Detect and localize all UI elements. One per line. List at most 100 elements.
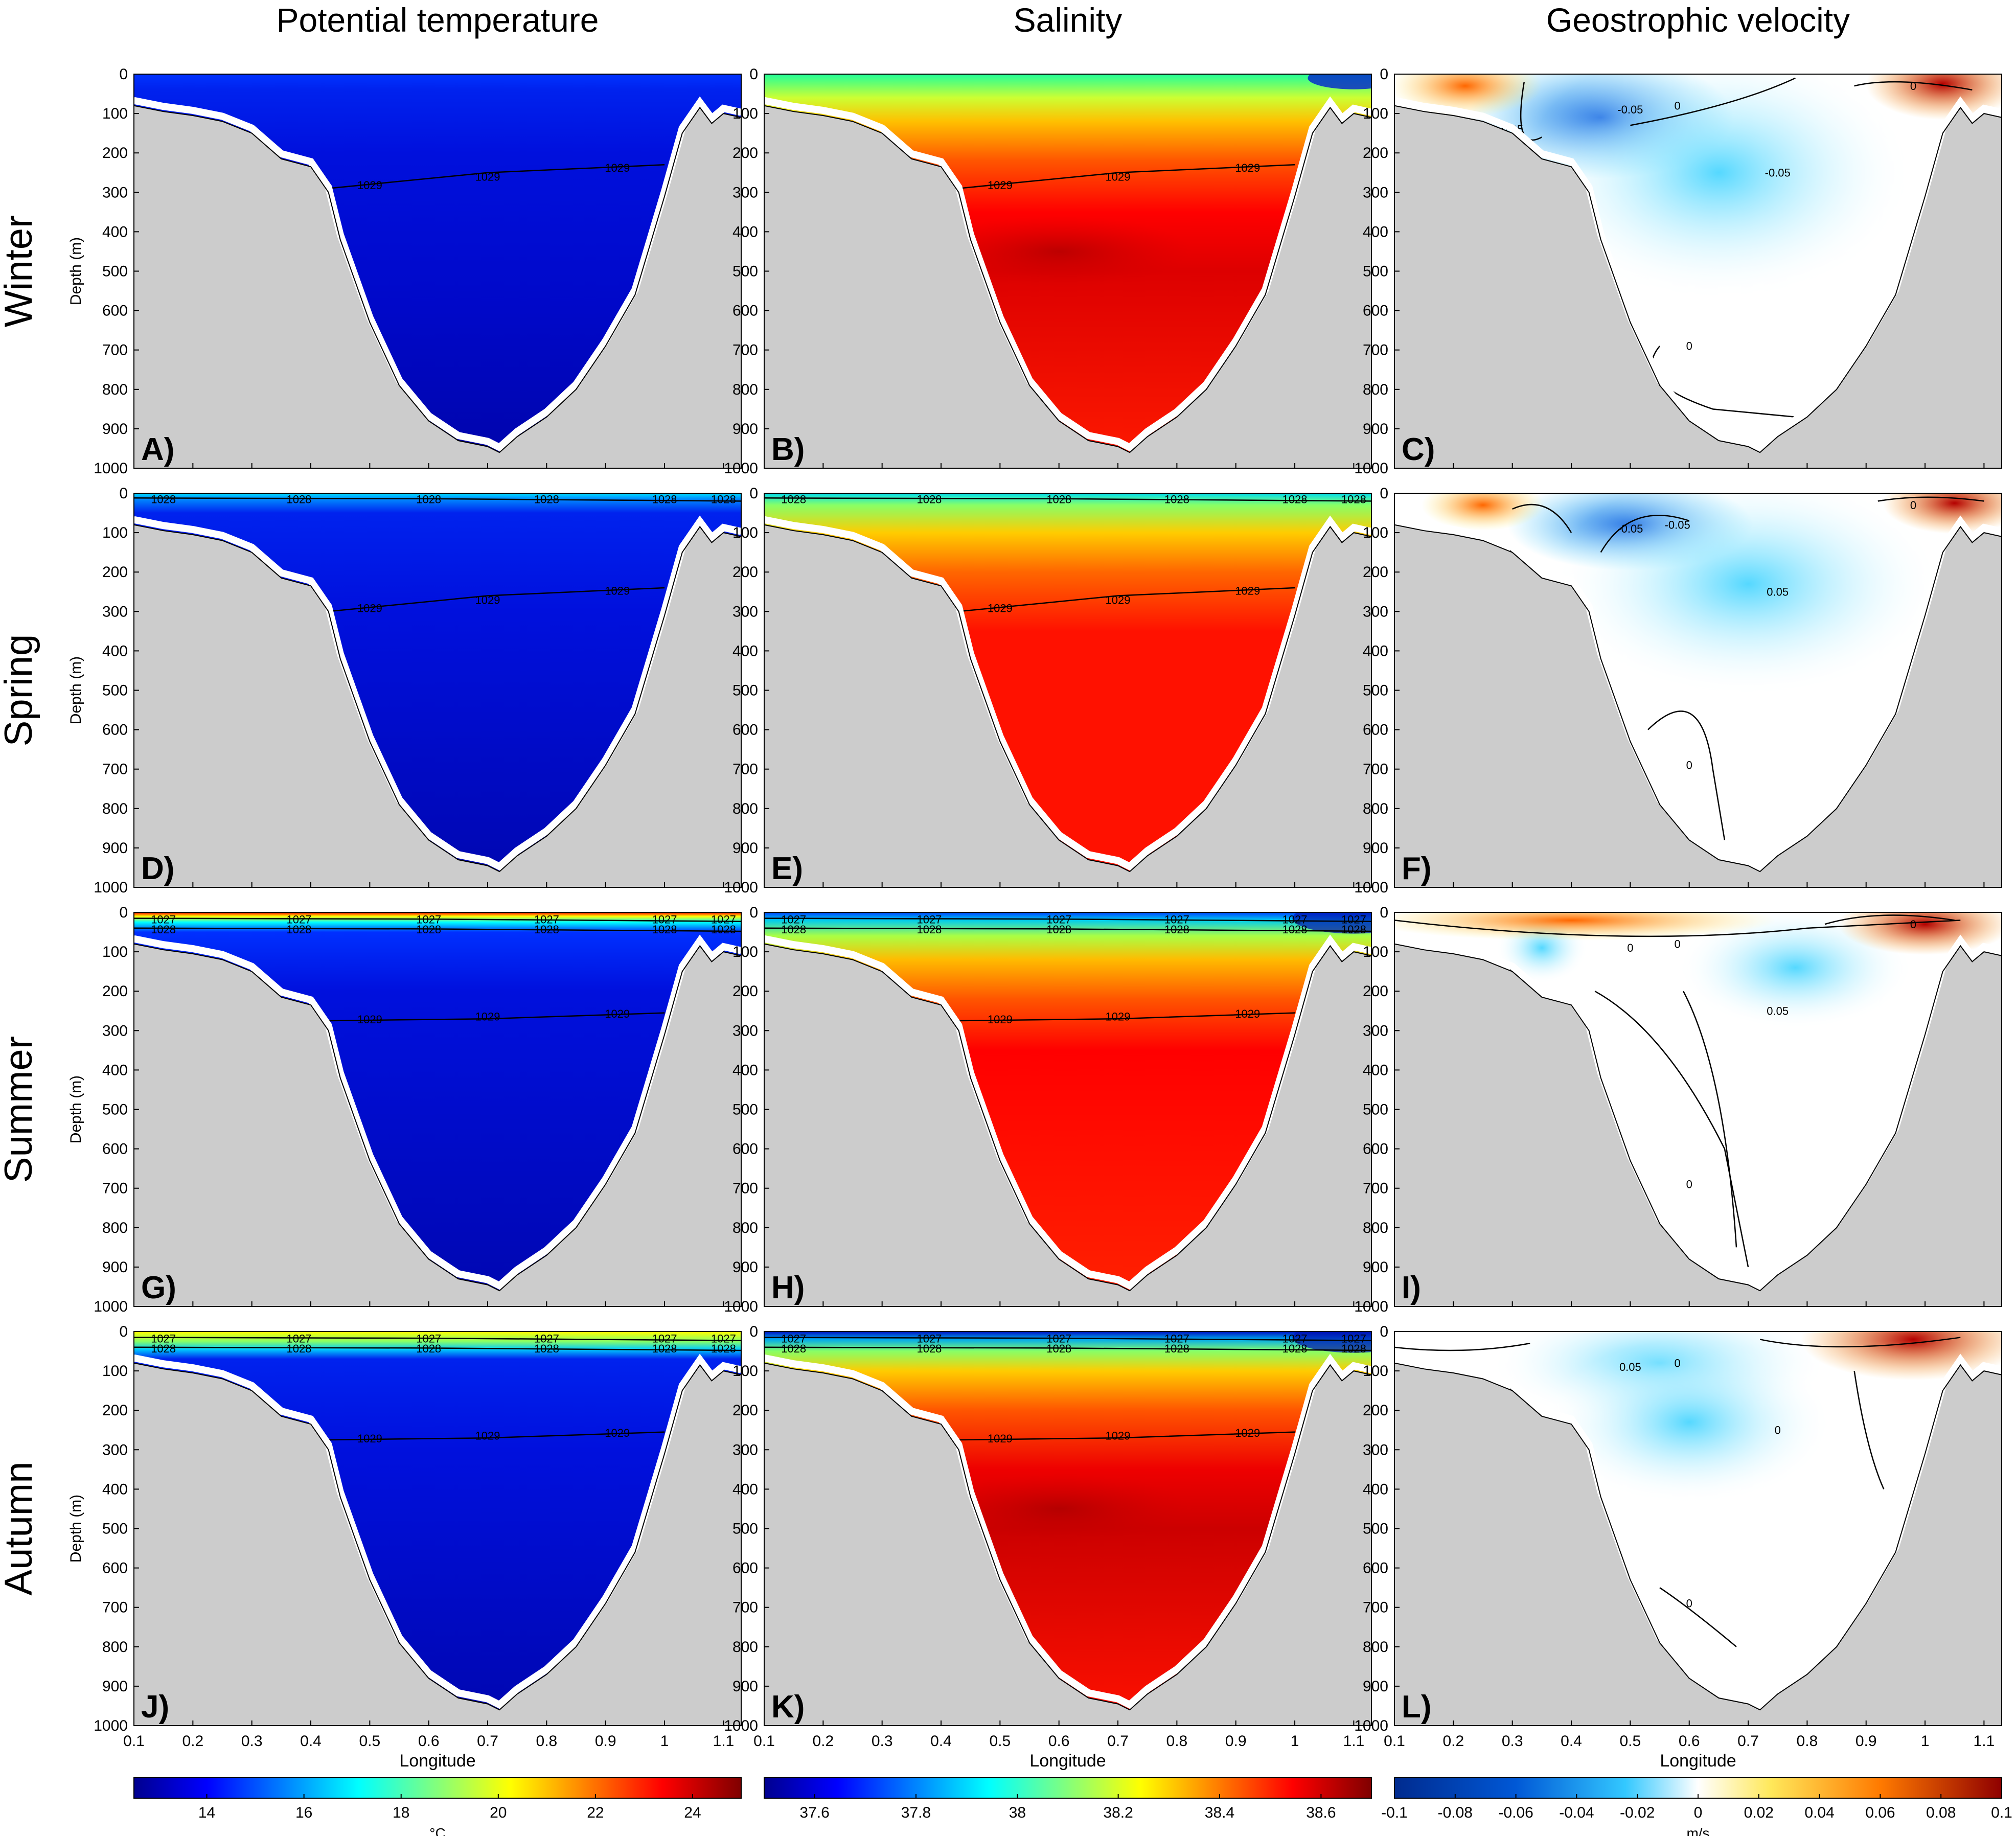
- colorbar-tick-label: 0.1: [1991, 1804, 2012, 1821]
- contour-label: 0: [1910, 918, 1916, 931]
- y-tick-label: 300: [732, 603, 758, 620]
- contour-label: 1029: [475, 593, 500, 606]
- colorbar-tick-label: 18: [393, 1804, 409, 1821]
- y-tick-label: 300: [1363, 184, 1388, 201]
- y-tick-label: 1000: [724, 879, 758, 896]
- x-axis-label: Longitude: [1660, 1751, 1736, 1771]
- contour-label: 1028: [534, 923, 559, 936]
- y-tick-label: 400: [1363, 223, 1388, 240]
- y-tick-label: 900: [102, 1259, 128, 1276]
- y-axis-label: Depth (m): [67, 1495, 84, 1563]
- panel-spring-velocity: 0-0.05-0.050.050001002003004005006007008…: [1354, 485, 2002, 896]
- y-tick-label: 200: [102, 564, 128, 581]
- contour-label: 0: [1910, 499, 1916, 512]
- seafloor-line: [1394, 524, 2002, 873]
- y-tick-label: 600: [732, 303, 758, 319]
- contour-label: 1029: [475, 1430, 500, 1442]
- x-tick-label: 0.3: [241, 1733, 263, 1750]
- contour-label: 1029: [357, 1013, 382, 1026]
- contour-label: 0: [1686, 1178, 1692, 1191]
- density-contour-1027: [134, 917, 741, 922]
- contour-label: 1027: [711, 1333, 736, 1345]
- y-tick-label: 500: [102, 682, 128, 699]
- y-tick-label: 700: [1363, 761, 1388, 778]
- velocity-contour: [1683, 991, 1737, 1248]
- y-tick-label: 500: [1363, 682, 1388, 699]
- x-tick-label: 0.8: [1797, 1733, 1818, 1750]
- panel-letter: J): [141, 1689, 169, 1725]
- y-tick-label: 300: [1363, 1022, 1388, 1039]
- seafloor-line: [134, 105, 741, 453]
- contour-label: 1027: [534, 1333, 559, 1345]
- column-title: Salinity: [1014, 1, 1122, 39]
- y-tick-label: 400: [102, 642, 128, 659]
- panel-letter: B): [771, 432, 805, 467]
- contour-label: 1029: [357, 602, 382, 615]
- y-tick-label: 300: [1363, 1441, 1388, 1458]
- contour-label: 1028: [151, 1342, 176, 1355]
- y-tick-label: 1000: [724, 460, 758, 477]
- x-tick-label: 1.1: [713, 1733, 735, 1750]
- colorbar-tick-label: 0.06: [1865, 1804, 1895, 1821]
- contour-label: 1027: [151, 1333, 176, 1345]
- contour-label: 0: [1686, 340, 1692, 353]
- contour-label: 1028: [286, 493, 311, 506]
- y-tick-label: 800: [102, 1220, 128, 1236]
- velocity-contour: [1854, 81, 1973, 91]
- column-title: Potential temperature: [276, 1, 599, 39]
- contour-label: 1029: [1235, 162, 1260, 174]
- y-tick-label: 0: [1380, 1323, 1388, 1340]
- y-tick-label: 200: [1363, 983, 1388, 1000]
- bathymetry-land: [134, 524, 741, 887]
- contour-label: 1029: [988, 602, 1013, 615]
- y-tick-label: 0: [1380, 66, 1388, 83]
- velocity-contour: [1512, 503, 1572, 533]
- y-tick-label: 700: [1363, 342, 1388, 359]
- y-tick-label: 1000: [724, 1298, 758, 1315]
- y-tick-label: 600: [102, 1141, 128, 1158]
- contour-label: -0.05: [1617, 522, 1643, 535]
- colorbar-tick-label: -0.02: [1620, 1804, 1655, 1821]
- contour-label: 1028: [1046, 923, 1071, 936]
- seafloor-line: [764, 105, 1371, 453]
- contour-label: 1027: [652, 1333, 677, 1345]
- contour-label: 1028: [781, 1342, 806, 1355]
- contour-label: 1027: [781, 913, 806, 926]
- y-tick-label: 1000: [1354, 879, 1388, 896]
- y-tick-label: 0: [749, 66, 758, 83]
- seafloor-line: [134, 1362, 741, 1711]
- velocity-contour: [1824, 914, 1955, 925]
- y-tick-label: 0: [119, 485, 128, 502]
- contour-label: 1027: [1046, 1333, 1071, 1345]
- contour-label: 1027: [1341, 1333, 1366, 1345]
- y-tick-label: 400: [1363, 1481, 1388, 1498]
- contour-label: 1028: [534, 1342, 559, 1355]
- y-tick-label: 500: [1363, 1101, 1388, 1118]
- velocity-contour: [1600, 515, 1690, 553]
- contour-label: 1027: [1046, 913, 1071, 926]
- y-tick-label: 500: [102, 263, 128, 280]
- contour-label: 1028: [917, 493, 942, 506]
- x-tick-label: 0.8: [1166, 1733, 1188, 1750]
- y-tick-label: 300: [102, 1022, 128, 1039]
- contour-label: 1029: [605, 1007, 630, 1020]
- contour-label: 0: [1686, 759, 1692, 772]
- y-tick-label: 800: [1363, 800, 1388, 817]
- contour-label: -0.05: [1665, 518, 1690, 531]
- contour-label: 1029: [1106, 1011, 1131, 1023]
- y-tick-label: 600: [1363, 1560, 1388, 1577]
- x-tick-label: 0.6: [1679, 1733, 1700, 1750]
- y-tick-label: 800: [1363, 381, 1388, 398]
- y-tick-label: 400: [732, 642, 758, 659]
- contour-label: 1028: [711, 1342, 736, 1355]
- contour-label: 1029: [1235, 585, 1260, 598]
- contour-label: 0: [1675, 937, 1681, 950]
- y-tick-label: 300: [1363, 603, 1388, 620]
- density-contour-1028: [134, 1346, 741, 1351]
- colorbar-tick-label: 0.08: [1926, 1804, 1956, 1821]
- panel-letter: E): [771, 851, 803, 886]
- y-tick-label: 500: [1363, 1521, 1388, 1537]
